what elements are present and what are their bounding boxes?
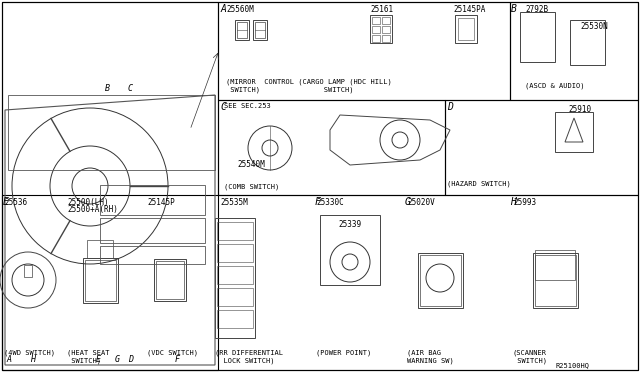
Bar	[156, 261, 184, 299]
Bar	[217, 244, 253, 262]
Bar	[382, 26, 390, 33]
Text: (ASCD & AUDIO): (ASCD & AUDIO)	[525, 82, 584, 89]
Bar	[320, 215, 380, 285]
Text: (RR DIFFERENTIAL: (RR DIFFERENTIAL	[215, 350, 283, 356]
Bar	[100, 246, 205, 264]
Text: 2792B: 2792B	[525, 5, 548, 14]
Bar	[2, 2, 218, 370]
Bar	[372, 17, 380, 24]
Text: H: H	[510, 197, 516, 207]
Bar	[372, 26, 380, 33]
Text: A: A	[220, 4, 226, 14]
Bar	[8, 95, 215, 170]
Bar	[535, 250, 575, 280]
Bar	[382, 35, 390, 42]
Bar	[100, 218, 205, 243]
Text: 25535M: 25535M	[220, 198, 248, 207]
Bar	[253, 20, 267, 40]
Bar	[255, 22, 265, 38]
Text: SWITCH)               SWITCH): SWITCH) SWITCH)	[226, 86, 353, 93]
Bar	[370, 15, 392, 43]
Bar	[218, 2, 510, 100]
Text: 25020V: 25020V	[407, 198, 435, 207]
Text: D: D	[128, 355, 133, 364]
Bar	[419, 254, 461, 305]
Text: (POWER POINT): (POWER POINT)	[316, 350, 371, 356]
Bar	[2, 195, 638, 370]
Text: R25100HQ: R25100HQ	[555, 362, 589, 368]
Bar	[217, 310, 253, 328]
Bar	[84, 260, 115, 301]
Bar	[534, 254, 575, 305]
Text: 25145PA: 25145PA	[453, 5, 485, 14]
Text: SWITCH): SWITCH)	[513, 357, 547, 363]
Bar	[555, 112, 593, 152]
Bar	[458, 18, 474, 40]
Bar	[87, 240, 113, 258]
Text: 25560M: 25560M	[226, 5, 253, 14]
Bar	[24, 265, 32, 277]
Text: E: E	[96, 355, 101, 364]
Text: H: H	[30, 355, 35, 364]
Bar	[100, 185, 205, 215]
Text: SEE SEC.253: SEE SEC.253	[224, 103, 271, 109]
Bar	[83, 257, 118, 302]
Bar	[510, 2, 638, 100]
Bar	[154, 259, 186, 301]
Bar	[218, 100, 445, 195]
Text: SWITCH): SWITCH)	[67, 357, 101, 363]
Text: G: G	[115, 355, 120, 364]
Text: E: E	[3, 197, 9, 207]
Bar	[417, 253, 463, 308]
Text: (MIRROR  CONTROL (CARGO LAMP (HDC HILL): (MIRROR CONTROL (CARGO LAMP (HDC HILL)	[226, 78, 392, 84]
Text: 25145P: 25145P	[147, 198, 175, 207]
Text: 25993: 25993	[513, 198, 536, 207]
Text: WARNING SW): WARNING SW)	[407, 357, 454, 363]
Text: LOCK SWITCH): LOCK SWITCH)	[215, 357, 275, 363]
Bar	[382, 17, 390, 24]
Text: (VDC SWITCH): (VDC SWITCH)	[147, 350, 198, 356]
Text: C: C	[220, 102, 226, 112]
Text: C: C	[128, 84, 133, 93]
Text: A: A	[6, 355, 11, 364]
Text: (AIR BAG: (AIR BAG	[407, 350, 441, 356]
Text: (4WD SWITCH): (4WD SWITCH)	[4, 350, 55, 356]
Text: B: B	[105, 84, 110, 93]
Text: B: B	[511, 4, 517, 14]
Bar	[217, 266, 253, 284]
Text: (HAZARD SWITCH): (HAZARD SWITCH)	[447, 180, 511, 186]
Text: (HEAT SEAT: (HEAT SEAT	[67, 350, 109, 356]
Text: (COMB SWITCH): (COMB SWITCH)	[224, 183, 279, 189]
Text: 25500(LH): 25500(LH)	[67, 198, 109, 207]
Text: 25161: 25161	[370, 5, 393, 14]
Bar	[237, 22, 247, 38]
Text: 25910: 25910	[568, 105, 591, 114]
Bar	[217, 222, 253, 240]
Bar	[235, 20, 249, 40]
Text: D: D	[447, 102, 453, 112]
Bar	[570, 20, 605, 65]
Bar	[217, 288, 253, 306]
Text: G: G	[405, 197, 411, 207]
Bar	[372, 35, 380, 42]
Text: 25339: 25339	[338, 220, 361, 229]
Bar	[520, 12, 555, 62]
Bar	[215, 218, 255, 338]
Text: 25530N: 25530N	[580, 22, 608, 31]
Text: 25330C: 25330C	[316, 198, 344, 207]
Text: (SCANNER: (SCANNER	[513, 350, 547, 356]
Text: 25536: 25536	[4, 198, 27, 207]
Bar	[532, 253, 577, 308]
Text: F: F	[175, 355, 180, 364]
Bar	[455, 15, 477, 43]
Text: F: F	[315, 197, 321, 207]
Bar	[445, 100, 638, 195]
Text: 25540M: 25540M	[237, 160, 265, 169]
Text: 25500+A(RH): 25500+A(RH)	[67, 205, 118, 214]
